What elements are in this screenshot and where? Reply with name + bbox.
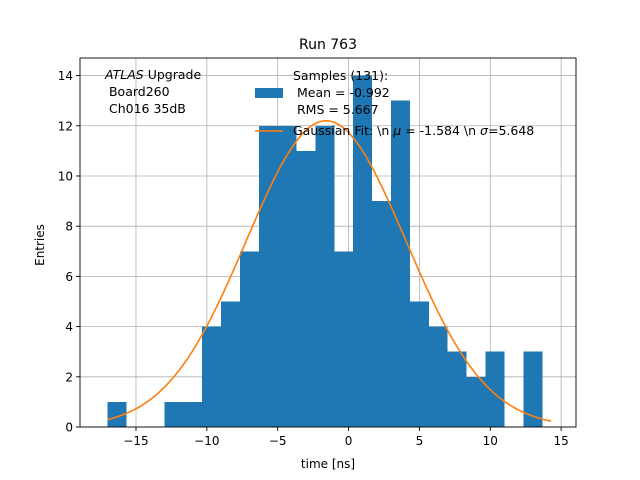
x-axis-label: time [ns] [301, 457, 355, 471]
x-tick-label: 5 [416, 434, 424, 448]
annotation-line-1: ATLAS Upgrade [104, 67, 201, 82]
histogram-bar [391, 100, 410, 428]
histogram-bar [466, 376, 486, 427]
y-tick-label: 0 [65, 421, 73, 435]
legend-samples-line-3: RMS = 5.667 [293, 102, 379, 117]
gaussian-fit-curve [107, 119, 552, 422]
histogram-bar [183, 401, 203, 427]
annotation-line-2: Board260 [105, 84, 170, 99]
histogram-bar [428, 326, 448, 427]
x-tick-label: −5 [269, 434, 287, 448]
histogram-bar [353, 75, 373, 428]
x-tick-label: 15 [553, 434, 568, 448]
histogram-bar [107, 401, 127, 427]
histogram-bar [485, 351, 505, 427]
y-tick-label: 8 [65, 220, 73, 234]
x-tick-label: −10 [194, 434, 219, 448]
axes-frame [79, 57, 577, 428]
y-tick-label: 14 [58, 69, 73, 83]
legend-samples-line-1: Samples (131): [293, 68, 388, 83]
histogram-bar [296, 150, 316, 427]
histogram-bars [107, 75, 543, 428]
annotation-line-3: Ch016 35dB [105, 101, 186, 116]
legend-fit-label: Gaussian Fit: \n μ = -1.584 \n σ=5.648 [293, 123, 534, 138]
histogram-bar [334, 251, 354, 427]
chart-title: Run 763 [299, 37, 357, 53]
annotation-box: ATLAS Upgrade Board260 Ch016 35dB [104, 67, 201, 116]
y-tick-label: 6 [65, 270, 73, 284]
histogram-bar [315, 125, 335, 427]
histogram-bar [258, 125, 278, 427]
histogram-bar [409, 301, 429, 427]
legend: Samples (131): Mean = -0.992 RMS = 5.667… [255, 68, 534, 138]
histogram-bar [277, 125, 297, 427]
x-tick-label: 0 [345, 434, 353, 448]
y-axis-label: Entries [33, 224, 47, 266]
y-tick-label: 2 [65, 370, 73, 384]
histogram-bar [239, 251, 259, 427]
y-tick-label: 12 [58, 119, 73, 133]
x-tick-label: 10 [483, 434, 498, 448]
y-tick-label: 10 [58, 169, 73, 183]
histogram-bar [164, 401, 184, 427]
histogram-bar [372, 201, 392, 427]
legend-samples-line-2: Mean = -0.992 [293, 85, 390, 100]
x-tick-label: −15 [123, 434, 148, 448]
histogram-bar [221, 301, 240, 427]
y-tick-label: 4 [65, 320, 73, 334]
histogram-bar [447, 351, 467, 427]
legend-swatch-samples [255, 88, 283, 98]
histogram-bar [523, 351, 543, 427]
axis-ticks: −15 −10 −5 0 5 10 15 0 2 4 6 8 10 12 14 [58, 69, 569, 448]
histogram-bar [202, 326, 222, 427]
